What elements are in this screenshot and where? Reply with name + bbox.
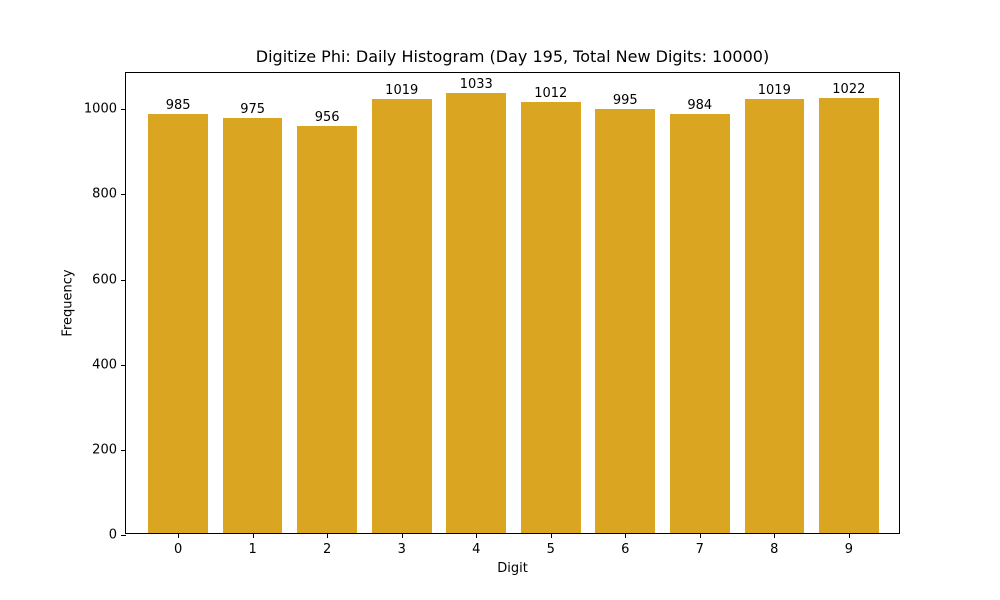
x-tick-label: 4	[472, 542, 481, 557]
x-tick-label: 8	[770, 542, 779, 557]
x-tick	[848, 533, 850, 538]
y-tick-label: 800	[92, 186, 117, 202]
bar-value-label: 995	[612, 93, 638, 109]
bar-value-label: 1033	[459, 77, 493, 93]
bar-7	[669, 114, 730, 533]
x-tick-label: 9	[844, 542, 853, 557]
y-tick-label: 0	[108, 527, 117, 543]
x-tick-label: 7	[695, 542, 704, 557]
bar-value-label: 984	[687, 98, 713, 114]
bar-0	[148, 113, 208, 533]
bar-6	[595, 109, 656, 533]
y-tick-label: 600	[92, 272, 117, 288]
y-tick	[121, 364, 126, 366]
y-tick-label: 200	[92, 442, 117, 458]
y-tick	[121, 449, 126, 451]
x-tick	[774, 533, 776, 538]
x-tick	[699, 533, 701, 538]
x-tick-label: 3	[397, 542, 406, 557]
x-tick-label: 0	[174, 542, 183, 557]
bar-value-label: 975	[240, 101, 266, 117]
bar-value-label: 1019	[385, 83, 419, 99]
x-axis-label: Digit	[497, 561, 528, 576]
bar-1	[222, 117, 283, 533]
bar-9	[819, 97, 879, 533]
chart-title: Digitize Phi: Daily Histogram (Day 195, …	[255, 47, 770, 66]
bar-5	[520, 102, 581, 533]
y-tick-label: 400	[92, 357, 117, 373]
x-tick	[401, 533, 403, 538]
plot-area: 985 0 975 1 956 2 1019 3 1033 4 1012 5 995 6 984 7 1019 8…	[84, 72, 900, 557]
y-axis-label: Frequency	[60, 269, 76, 337]
x-tick-label: 2	[323, 542, 332, 557]
bar-2	[297, 125, 357, 533]
x-tick	[476, 533, 478, 538]
bar-value-label: 1022	[832, 81, 866, 97]
x-tick	[178, 533, 180, 538]
y-tick	[121, 194, 126, 196]
y-tick	[121, 279, 126, 281]
bar-4	[446, 93, 507, 533]
x-tick	[252, 533, 254, 538]
bar-3	[371, 99, 432, 533]
y-tick	[121, 535, 126, 536]
bar-value-label: 1019	[757, 83, 791, 99]
x-tick	[327, 533, 329, 538]
bar-value-label: 956	[314, 109, 340, 125]
bar-value-label: 1012	[534, 86, 568, 102]
bar-value-label: 985	[165, 97, 191, 113]
x-tick-label: 6	[621, 542, 630, 557]
x-tick	[625, 533, 627, 538]
bar-8	[744, 99, 805, 533]
x-tick-label: 5	[546, 542, 555, 557]
x-tick	[550, 533, 552, 538]
y-tick-label: 1000	[83, 101, 117, 117]
x-tick-label: 1	[248, 542, 257, 557]
y-tick	[121, 109, 126, 111]
